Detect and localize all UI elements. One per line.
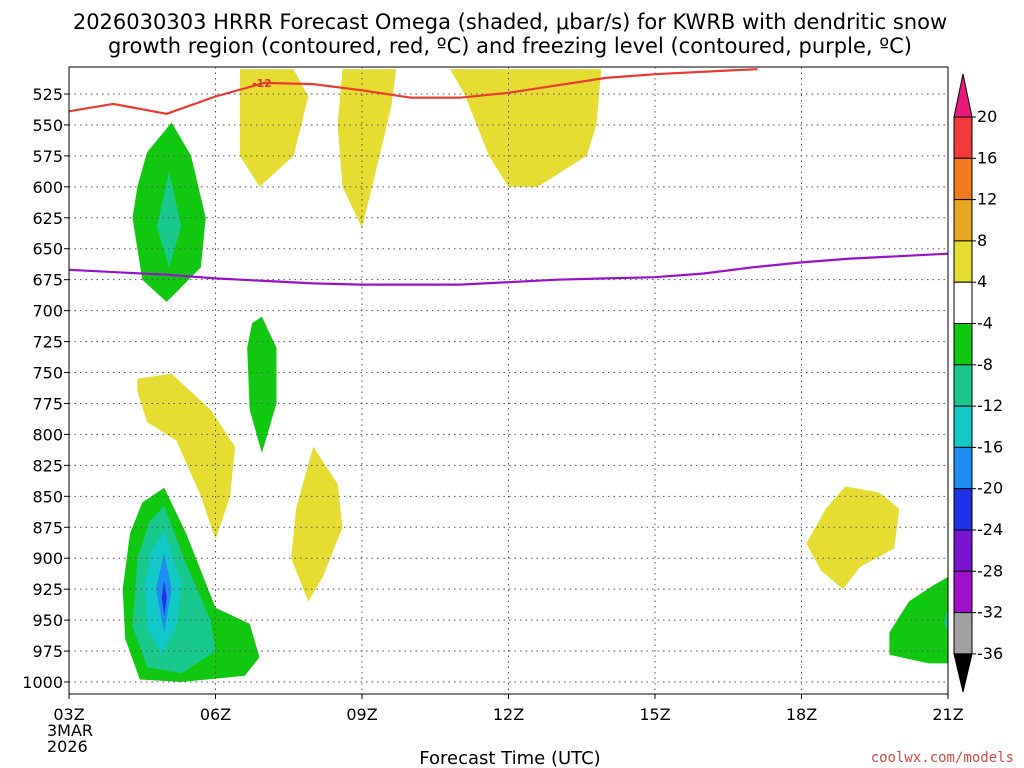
y-tick-label-13: 850 — [32, 487, 63, 506]
y-tick-label-2: 575 — [32, 147, 63, 166]
colorbar-band-1 — [953, 157, 973, 201]
x-date-line2: 2026 — [47, 737, 88, 756]
colorbar: 20 16 12 8 4 -4 -8 -12 -16 -20 -24 -28 -32 -36 — [953, 73, 1003, 693]
y-tick-label-19: 1000 — [22, 673, 63, 692]
colorbar-top-arrow — [953, 73, 973, 118]
y-tick-label-12: 825 — [32, 456, 63, 475]
omega-region-1 — [337, 69, 397, 228]
omega-region-0 — [239, 69, 309, 187]
omega-region-2 — [449, 69, 602, 187]
colorbar-band-12 — [953, 612, 973, 655]
omega-region-4 — [156, 172, 182, 268]
x-tick-label-1: 06Z — [200, 705, 231, 724]
contour-lines — [68, 68, 949, 286]
colorbar-label-13: -36 — [977, 644, 1003, 663]
y-tick-label-9: 750 — [32, 364, 63, 383]
colorbar-label-4: 4 — [977, 272, 987, 291]
colorbar-label-8: -16 — [977, 437, 1003, 456]
colorbar-band-11 — [953, 570, 973, 614]
colorbar-band-7 — [953, 405, 973, 448]
omega-region-7 — [291, 446, 343, 602]
x-axis-ticks: 03Z 06Z 09Z 12Z 15Z 18Z 21Z — [53, 694, 964, 724]
x-axis-label: Forecast Time (UTC) — [419, 748, 600, 768]
omega-region-14 — [889, 576, 948, 664]
dgz-minus12-line — [68, 68, 758, 115]
colorbar-label-0: 20 — [977, 107, 997, 126]
colorbar-label-1: 16 — [977, 148, 997, 167]
freezing-level-line — [68, 252, 949, 286]
grid-lines — [69, 67, 948, 694]
y-axis-ticks: 525 550 575 600 625 650 675 700 725 750 775 800 825 8… — [22, 85, 69, 692]
colorbar-label-9: -20 — [977, 479, 1003, 498]
y-tick-label-15: 900 — [32, 549, 63, 568]
y-tick-label-7: 700 — [32, 302, 63, 321]
omega-region-15 — [944, 607, 948, 635]
x-tick-label-3: 12Z — [493, 705, 524, 724]
omega-region-6 — [137, 373, 235, 540]
y-tick-label-6: 675 — [32, 271, 63, 290]
y-tick-label-11: 800 — [32, 425, 63, 444]
colorbar-label-2: 12 — [977, 190, 997, 209]
y-tick-label-8: 725 — [32, 333, 63, 352]
colorbar-band-9 — [953, 488, 973, 531]
colorbar-label-7: -12 — [977, 396, 1003, 415]
colorbar-bottom-arrow — [953, 653, 973, 693]
y-tick-label-10: 775 — [32, 394, 63, 413]
colorbar-band-3 — [953, 240, 973, 283]
y-tick-label-16: 925 — [32, 580, 63, 599]
colorbar-band-6 — [953, 364, 973, 407]
x-date-line1: 3MAR — [47, 721, 93, 740]
colorbar-label-5: -4 — [977, 314, 993, 333]
colorbar-band-4 — [953, 281, 973, 325]
omega-shading — [122, 69, 948, 682]
x-tick-label-4: 15Z — [639, 705, 670, 724]
omega-region-5 — [247, 316, 277, 453]
y-tick-label-14: 875 — [32, 518, 63, 537]
colorbar-label-11: -28 — [977, 561, 1003, 580]
dgz-contour-label: -12 — [252, 77, 272, 90]
colorbar-band-8 — [953, 446, 973, 490]
y-tick-label-1: 550 — [32, 116, 63, 135]
omega-region-13 — [806, 486, 900, 590]
y-tick-label-17: 950 — [32, 611, 63, 630]
colorbar-band-10 — [953, 529, 973, 572]
colorbar-band-2 — [953, 199, 973, 242]
chart-title-line2: growth region (contoured, red, ºC) and f… — [108, 34, 912, 58]
y-tick-label-5: 650 — [32, 240, 63, 259]
colorbar-band-0 — [953, 116, 973, 159]
chart-title-line1: 2026030303 HRRR Forecast Omega (shaded, … — [73, 10, 947, 34]
x-tick-label-0: 03Z — [53, 705, 84, 724]
y-tick-label-3: 600 — [32, 178, 63, 197]
y-tick-label-0: 525 — [32, 85, 63, 104]
x-tick-label-2: 09Z — [346, 705, 377, 724]
colorbar-label-6: -8 — [977, 355, 993, 374]
x-tick-label-6: 21Z — [932, 705, 963, 724]
x-tick-label-5: 18Z — [786, 705, 817, 724]
y-tick-label-18: 975 — [32, 642, 63, 661]
colorbar-label-3: 8 — [977, 231, 987, 250]
colorbar-band-5 — [953, 323, 973, 366]
colorbar-label-12: -32 — [977, 603, 1003, 622]
credit-text: coolwx.com/models — [871, 750, 1014, 766]
colorbar-label-10: -24 — [977, 520, 1003, 539]
y-tick-label-4: 625 — [32, 209, 63, 228]
